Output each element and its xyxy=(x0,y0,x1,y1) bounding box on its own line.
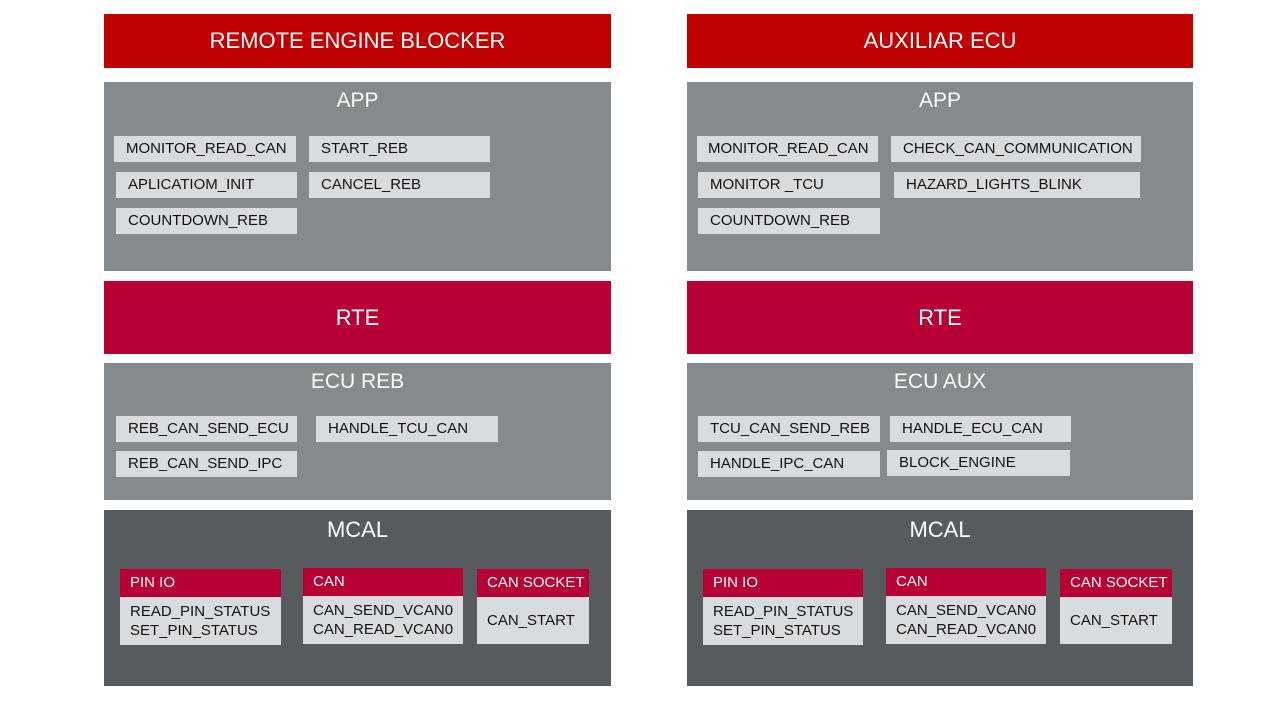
mcal-module-pin-io: PIN IO READ_PIN_STATUS SET_PIN_STATUS xyxy=(703,569,863,645)
column-title: REMOTE ENGINE BLOCKER xyxy=(104,14,611,68)
mcal-function: CAN_SEND_VCAN0 xyxy=(896,602,1037,619)
mcal-function: CAN_START xyxy=(487,612,575,629)
ecu-layer-title: ECU AUX xyxy=(893,370,987,393)
app-layer: APP MONITOR_READ_CAN START_REB APLICATIO… xyxy=(104,82,611,271)
mcal-module-name: CAN SOCKET xyxy=(1060,569,1172,597)
mcal-module-functions: CAN_SEND_VCAN0 CAN_READ_VCAN0 xyxy=(303,596,463,644)
ecu-layer: ECU REB REB_CAN_SEND_ECU HANDLE_TCU_CAN … xyxy=(104,363,611,500)
ecu-layer-title: ECU REB xyxy=(310,370,405,393)
mcal-layer-title: MCAL xyxy=(909,517,971,542)
app-function: APLICATIOM_INIT xyxy=(116,172,297,198)
app-function: MONITOR _TCU xyxy=(698,172,880,198)
mcal-module-can-socket: CAN SOCKET CAN_START xyxy=(1060,569,1172,644)
mcal-function: CAN_SEND_VCAN0 xyxy=(313,602,454,619)
mcal-function: READ_PIN_STATUS xyxy=(130,603,271,620)
mcal-module-name: PIN IO xyxy=(703,569,863,597)
mcal-function: CAN_START xyxy=(1070,612,1158,629)
mcal-module-functions: READ_PIN_STATUS SET_PIN_STATUS xyxy=(120,597,281,645)
ecu-function: REB_CAN_SEND_IPC xyxy=(116,451,297,477)
mcal-module-can: CAN CAN_SEND_VCAN0 CAN_READ_VCAN0 xyxy=(303,568,463,644)
mcal-module-functions: READ_PIN_STATUS SET_PIN_STATUS xyxy=(703,597,863,645)
mcal-function: SET_PIN_STATUS xyxy=(130,622,258,639)
app-function: START_REB xyxy=(309,136,490,162)
mcal-module-pin-io: PIN IO READ_PIN_STATUS SET_PIN_STATUS xyxy=(120,569,281,645)
app-function: MONITOR_READ_CAN xyxy=(114,136,296,162)
mcal-module-name: CAN xyxy=(886,568,1046,596)
mcal-module-functions: CAN_START xyxy=(477,597,589,644)
ecu-function: REB_CAN_SEND_ECU xyxy=(116,416,297,442)
mcal-module-can: CAN CAN_SEND_VCAN0 CAN_READ_VCAN0 xyxy=(886,568,1046,644)
mcal-function: SET_PIN_STATUS xyxy=(713,622,841,639)
app-layer-title: APP xyxy=(918,89,962,112)
mcal-layer: MCAL PIN IO READ_PIN_STATUS SET_PIN_STAT… xyxy=(687,510,1193,686)
mcal-module-name: CAN SOCKET xyxy=(477,569,589,597)
ecu-function: TCU_CAN_SEND_REB xyxy=(698,416,880,442)
mcal-module-name: CAN xyxy=(303,568,463,596)
ecu-function: HANDLE_IPC_CAN xyxy=(698,451,880,477)
ecu-function: HANDLE_ECU_CAN xyxy=(890,416,1071,442)
ecu-layer: ECU AUX TCU_CAN_SEND_REB HANDLE_ECU_CAN … xyxy=(687,363,1193,500)
remote-engine-blocker-column: REMOTE ENGINE BLOCKER APP MONITOR_READ_C… xyxy=(104,0,611,720)
auxiliar-ecu-column: AUXILIAR ECU APP MONITOR_READ_CAN CHECK_… xyxy=(687,0,1193,720)
rte-layer: RTE xyxy=(104,281,611,354)
mcal-module-functions: CAN_SEND_VCAN0 CAN_READ_VCAN0 xyxy=(886,596,1046,644)
rte-layer: RTE xyxy=(687,281,1193,354)
mcal-module-can-socket: CAN SOCKET CAN_START xyxy=(477,569,589,644)
ecu-function: BLOCK_ENGINE xyxy=(887,450,1070,476)
column-title: AUXILIAR ECU xyxy=(687,14,1193,68)
app-function: COUNTDOWN_REB xyxy=(116,208,297,234)
mcal-layer-title: MCAL xyxy=(326,517,389,542)
app-function: COUNTDOWN_REB xyxy=(698,208,880,234)
app-layer: APP MONITOR_READ_CAN CHECK_CAN_COMMUNICA… xyxy=(687,82,1193,271)
app-layer-title: APP xyxy=(336,89,379,112)
app-function: MONITOR_READ_CAN xyxy=(697,136,878,162)
app-function: HAZARD_LIGHTS_BLINK xyxy=(894,172,1140,198)
app-function: CANCEL_REB xyxy=(309,172,490,198)
mcal-function: CAN_READ_VCAN0 xyxy=(896,621,1037,638)
mcal-layer: MCAL PIN IO READ_PIN_STATUS SET_PIN_STAT… xyxy=(104,510,611,686)
app-function: CHECK_CAN_COMMUNICATION xyxy=(891,136,1141,162)
ecu-function: HANDLE_TCU_CAN xyxy=(316,416,498,442)
mcal-module-name: PIN IO xyxy=(120,569,281,597)
mcal-function: READ_PIN_STATUS xyxy=(713,603,854,620)
mcal-function: CAN_READ_VCAN0 xyxy=(313,621,454,638)
mcal-module-functions: CAN_START xyxy=(1060,597,1172,644)
